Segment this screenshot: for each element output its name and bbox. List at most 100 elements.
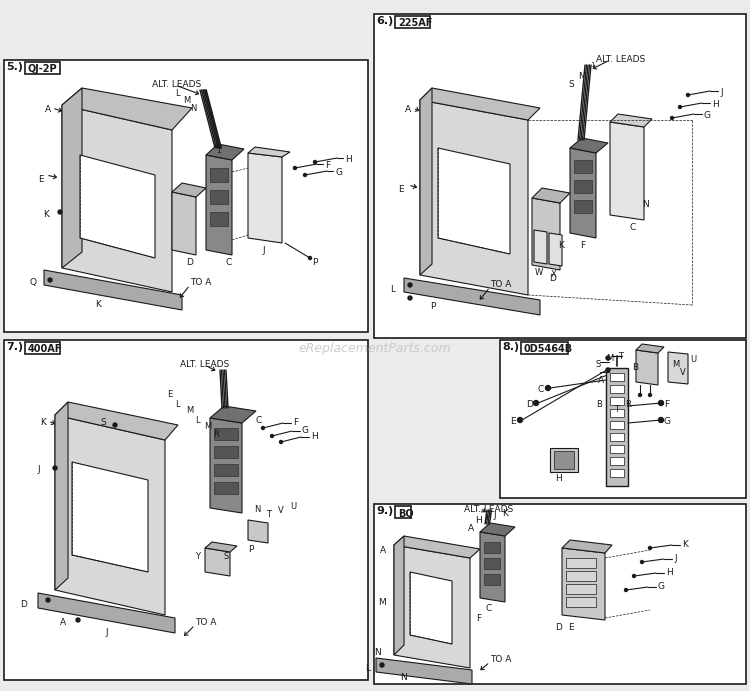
Text: N: N [642,200,649,209]
Circle shape [48,278,52,282]
Text: G: G [335,168,342,177]
Polygon shape [248,520,268,543]
Text: N: N [400,673,406,682]
Polygon shape [55,402,68,590]
Text: 1: 1 [216,146,220,155]
Bar [566,571,596,581]
Polygon shape [610,114,652,127]
Text: K: K [682,540,688,549]
Polygon shape [480,523,515,536]
Bar [374,14,746,338]
Polygon shape [62,105,172,292]
Polygon shape [420,88,432,275]
Text: G: G [658,582,665,591]
Polygon shape [438,148,510,254]
Text: ALT. LEADS: ALT. LEADS [152,80,201,89]
Bar [484,542,500,553]
Bar [610,433,624,441]
Polygon shape [394,536,480,558]
Text: 9.): 9.) [376,506,393,516]
Polygon shape [205,548,230,576]
Bar [610,445,624,453]
Circle shape [46,598,50,602]
Polygon shape [420,100,528,295]
Text: S: S [595,360,600,369]
Bar [500,340,746,498]
Bar [214,446,238,458]
Text: V: V [680,368,686,377]
Polygon shape [62,88,192,130]
Polygon shape [172,192,196,255]
Text: TO A: TO A [190,278,211,287]
Bar [610,397,624,405]
Circle shape [632,574,635,578]
Text: M: M [378,598,386,607]
Text: K: K [558,241,564,250]
Polygon shape [534,230,547,264]
Text: L: L [175,89,180,98]
Circle shape [76,618,80,622]
Polygon shape [404,278,540,315]
Text: C: C [630,223,636,232]
Polygon shape [172,183,206,197]
Bar [214,428,238,440]
Circle shape [304,173,307,176]
Text: F: F [325,161,330,170]
Bar [484,574,500,585]
Text: S: S [100,418,106,427]
Polygon shape [55,415,165,615]
Circle shape [649,547,652,549]
Text: 5.): 5.) [6,62,23,72]
Circle shape [53,466,57,470]
Text: T: T [266,510,271,519]
Text: E: E [167,390,172,399]
Bar [395,16,430,28]
Circle shape [649,393,652,397]
Text: K: K [40,418,46,427]
Text: TO A: TO A [490,655,512,664]
Text: H: H [345,155,352,164]
Polygon shape [570,148,596,238]
Polygon shape [394,536,404,655]
Text: L: L [365,664,370,673]
Text: 1: 1 [590,62,595,68]
Circle shape [625,589,628,591]
Bar [395,506,412,518]
Text: J: J [674,554,676,563]
Text: 7.): 7.) [6,342,23,352]
Bar [610,409,624,417]
Text: Q: Q [30,278,37,287]
Bar [574,200,592,213]
Text: M: M [578,72,586,81]
Text: V: V [278,506,284,515]
Text: L: L [390,285,395,294]
Text: A: A [598,376,604,385]
Bar [574,180,592,193]
Bar [610,385,624,393]
Polygon shape [248,147,290,157]
Text: M: M [183,96,190,105]
Text: C: C [538,385,544,394]
Text: H: H [555,474,562,483]
Text: U: U [290,502,296,511]
Text: A: A [405,105,411,114]
Polygon shape [210,406,256,423]
Text: D: D [549,274,556,283]
Polygon shape [80,155,155,258]
Polygon shape [420,88,540,120]
Bar [566,597,596,607]
Polygon shape [636,350,658,385]
Bar [4,340,368,680]
Text: F: F [293,418,298,427]
Text: G: G [664,417,671,426]
Bar [554,451,574,469]
Bar [374,504,746,684]
Circle shape [314,160,316,164]
Text: E: E [38,175,44,184]
Circle shape [658,417,664,422]
Bar [574,160,592,173]
Text: T: T [618,352,623,361]
Bar [25,342,60,354]
Text: BQ: BQ [398,508,414,518]
Circle shape [638,393,641,397]
